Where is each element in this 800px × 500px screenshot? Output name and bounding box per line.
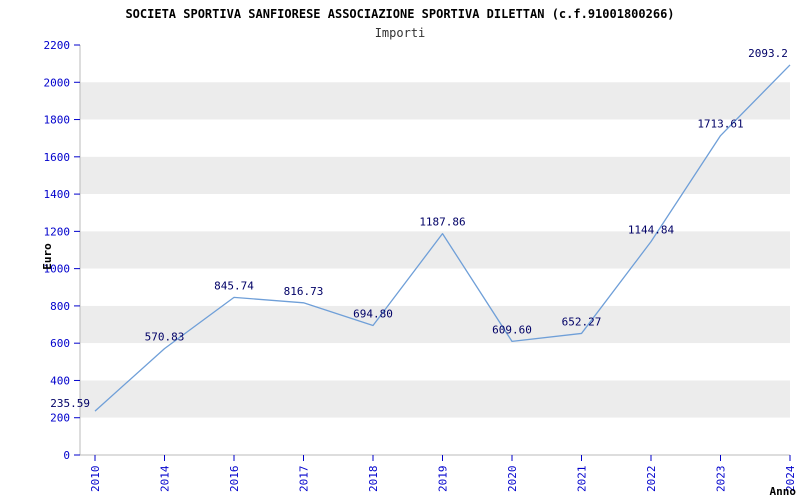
point-label: 2093.2 xyxy=(748,47,788,60)
plot-band xyxy=(80,119,790,157)
y-tick-label: 1600 xyxy=(44,151,71,164)
y-axis-title: Euro xyxy=(40,243,54,270)
y-tick-label: 1000 xyxy=(44,263,71,276)
x-tick-label: 2018 xyxy=(367,466,380,493)
y-tick-label: 200 xyxy=(50,412,70,425)
point-label: 1713.61 xyxy=(697,118,743,131)
y-tick-label: 1400 xyxy=(44,188,71,201)
plot-band xyxy=(80,82,790,120)
plot-band xyxy=(80,380,790,418)
y-tick-label: 2000 xyxy=(44,76,71,89)
plot-band xyxy=(80,45,790,83)
point-label: 570.83 xyxy=(145,331,185,344)
point-label: 652.27 xyxy=(562,315,602,328)
point-label: 694.80 xyxy=(353,308,393,321)
plot-band xyxy=(80,305,790,344)
plot-band xyxy=(80,417,790,455)
x-axis-title: Anno xyxy=(769,485,797,498)
x-tick-label: 2014 xyxy=(159,465,172,492)
y-tick-label: 1200 xyxy=(44,225,71,238)
point-label: 235.59 xyxy=(50,397,90,410)
x-tick-label: 2023 xyxy=(715,466,728,493)
x-tick-label: 2021 xyxy=(576,466,589,493)
y-tick-label: 600 xyxy=(50,337,70,350)
x-tick-label: 2020 xyxy=(506,466,519,493)
y-tick-label: 2200 xyxy=(44,39,71,52)
x-tick-label: 2016 xyxy=(228,466,241,493)
plot-band xyxy=(80,343,790,381)
plot-band xyxy=(80,231,790,269)
plot-band xyxy=(80,156,790,195)
plot-band xyxy=(80,194,790,232)
chart-subtitle: Importi xyxy=(374,26,426,40)
y-tick-label: 0 xyxy=(63,449,70,462)
point-label: 609.60 xyxy=(492,323,532,336)
point-label: 1144.84 xyxy=(628,224,675,237)
y-tick-label: 400 xyxy=(50,374,70,387)
plot-band xyxy=(80,268,790,306)
point-label: 816.73 xyxy=(284,285,324,298)
data-line xyxy=(94,64,791,412)
point-label: 1187.86 xyxy=(419,216,465,229)
x-tick-label: 2010 xyxy=(89,466,102,493)
x-tick-label: 2017 xyxy=(298,466,311,493)
x-tick-label: 2019 xyxy=(437,466,450,493)
y-tick-label: 800 xyxy=(50,300,70,313)
x-tick-label: 2024 xyxy=(784,465,797,492)
x-tick-label: 2022 xyxy=(645,466,658,493)
point-label: 845.74 xyxy=(214,279,254,292)
y-tick-label: 1800 xyxy=(44,114,71,127)
chart-title: SOCIETA SPORTIVA SANFIORESE ASSOCIAZIONE… xyxy=(125,7,675,21)
